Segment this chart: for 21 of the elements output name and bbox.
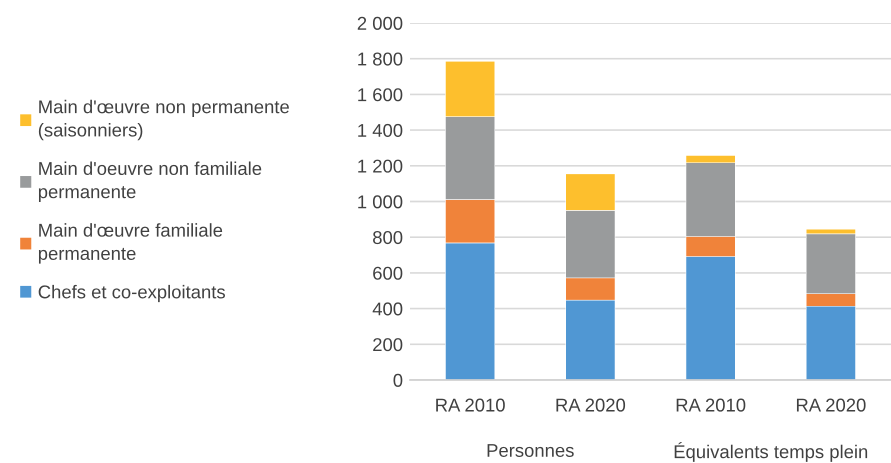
legend-label: Main d'œuvre non permanente (saisonniers)	[38, 100, 289, 140]
y-tick-label: 0	[394, 374, 402, 387]
y-tick-label: 800	[373, 230, 402, 244]
y-tick-label: 1 200	[358, 160, 402, 173]
x-tick-label: RA 2020	[796, 398, 866, 412]
y-tick-label: 1 800	[358, 52, 402, 66]
legend-label: Main d'œuvre familiale permanente	[38, 223, 222, 264]
y-tick-label: 200	[373, 338, 402, 352]
y-tick-label: 1 600	[358, 88, 402, 102]
legend-label: Chefs et co-exploitants	[38, 284, 225, 302]
x-tick-label: RA 2010	[436, 398, 505, 412]
text: Équivalents temps plein	[674, 442, 868, 462]
text: Personnes	[488, 444, 574, 457]
y-tick-label: 400	[372, 302, 402, 316]
y-tick-label: 2 000	[358, 16, 402, 30]
y-tick-label: 1 400	[358, 124, 402, 137]
legend-label: Main d'oeuvre non familiale permanente	[38, 161, 262, 202]
y-tick-label: 600	[373, 266, 402, 280]
x-tick-label: RA 2010	[676, 398, 746, 412]
y-tick-label: 1 000	[358, 195, 402, 208]
x-tick-label: RA 2020	[556, 398, 626, 412]
